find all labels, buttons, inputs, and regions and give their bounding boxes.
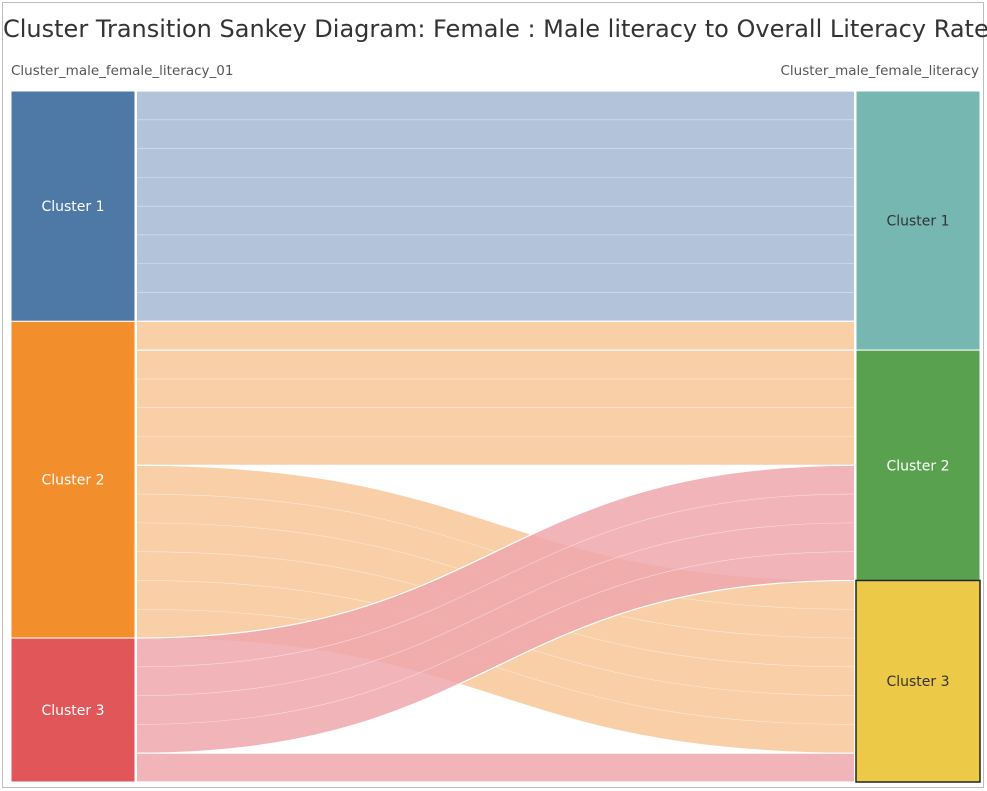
source-node-s3[interactable] xyxy=(10,637,136,783)
source-axis-label: Cluster_male_female_literacy_01 xyxy=(11,63,234,79)
source-node-label: Cluster 3 xyxy=(41,703,104,719)
chart-title: Cluster Transition Sankey Diagram: Femal… xyxy=(3,15,987,43)
target-node-t1[interactable] xyxy=(855,90,981,351)
target-node-label: Cluster 1 xyxy=(886,214,949,230)
sankey-link-s3-t3[interactable] xyxy=(137,753,854,782)
sankey-link-stripe xyxy=(136,551,855,725)
sankey-link-stripe xyxy=(136,493,855,668)
source-node-label: Cluster 1 xyxy=(41,199,104,215)
target-node-t2[interactable] xyxy=(855,349,981,581)
target-node-label: Cluster 3 xyxy=(886,674,949,690)
sankey-nodes xyxy=(10,90,981,783)
target-axis-label: Cluster_male_female_literacy xyxy=(780,63,979,79)
target-node-t3[interactable] xyxy=(855,579,981,783)
sankey-link-stripe xyxy=(136,464,855,639)
sankey-node-labels: Cluster 1 Cluster 2 Cluster 3 Cluster 1 Clus… xyxy=(41,199,949,719)
target-node-label: Cluster 2 xyxy=(886,458,949,474)
sankey-link-s2-t1[interactable] xyxy=(137,321,854,351)
sankey-link-stripe xyxy=(136,522,855,696)
source-node-s1[interactable] xyxy=(10,90,136,322)
sankey-links xyxy=(136,90,855,783)
source-node-s2[interactable] xyxy=(10,320,136,639)
source-node-label: Cluster 2 xyxy=(41,473,104,489)
sankey-link-stripe xyxy=(136,579,855,754)
